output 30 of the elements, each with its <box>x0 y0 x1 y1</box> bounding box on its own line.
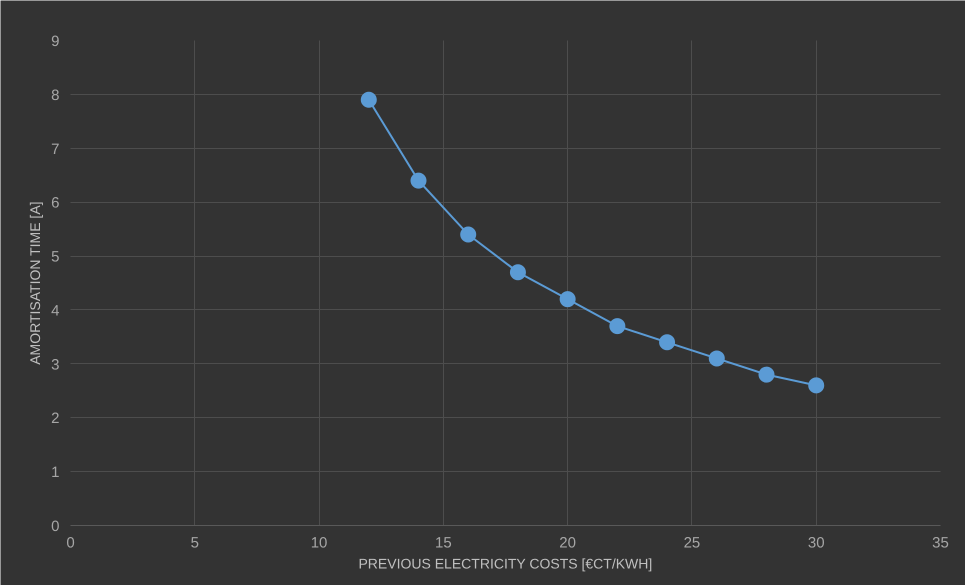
y-axis-title: AMORTISATION TIME [A] <box>27 201 44 365</box>
point <box>758 366 774 383</box>
point <box>609 318 626 334</box>
y-tick-label: 0 <box>51 518 60 535</box>
point <box>460 226 476 242</box>
point <box>410 172 426 189</box>
point <box>808 377 824 394</box>
x-axis-title: PREVIOUS ELECTRICITY COSTS [€CT/KWH] <box>358 556 652 572</box>
y-tick-label: 8 <box>51 86 60 104</box>
x-tick-label: 10 <box>310 534 328 552</box>
x-tick-label: 0 <box>66 534 75 552</box>
y-tick-label: 9 <box>51 33 60 50</box>
x-tick-label: 20 <box>559 534 576 552</box>
x-tick-label: 5 <box>190 534 199 552</box>
x-tick-label: 30 <box>808 534 825 552</box>
point <box>510 264 526 280</box>
point <box>708 350 725 366</box>
y-tick-label: 5 <box>51 248 60 266</box>
point <box>659 334 676 350</box>
y-tick-label: 1 <box>51 464 60 482</box>
point <box>560 291 576 308</box>
y-tick-label: 2 <box>51 410 60 428</box>
y-tick-label: 7 <box>51 140 60 158</box>
x-tick-label: 25 <box>684 534 700 552</box>
x-tick-label: 15 <box>435 534 452 552</box>
y-tick-label: 3 <box>51 356 60 374</box>
y-tick-label: 6 <box>51 194 60 212</box>
y-tick-label: 4 <box>51 302 60 320</box>
x-tick-label: 35 <box>932 534 949 552</box>
point <box>360 92 377 108</box>
